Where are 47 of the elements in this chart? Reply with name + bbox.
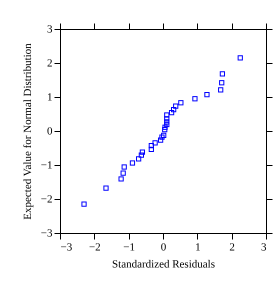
point (162, 127, 168, 132)
point (178, 100, 184, 106)
point (220, 71, 226, 76)
point (238, 55, 243, 61)
point (162, 124, 168, 130)
y-axis-title: Expected Value for Normal Distribution (22, 42, 34, 220)
x-tick-label: −3 (60, 242, 73, 254)
x-tick-label: −1 (123, 242, 136, 254)
point (161, 132, 166, 138)
point (122, 164, 127, 170)
point (130, 160, 136, 166)
y-tick-label: −2 (40, 194, 52, 206)
point (148, 143, 154, 148)
x-tick-label: 1 (195, 242, 201, 254)
point (173, 104, 178, 109)
x-tick-label: 3 (261, 242, 267, 254)
point (138, 152, 144, 158)
point (219, 80, 224, 86)
point (204, 92, 210, 98)
point (164, 116, 170, 122)
x-tick-label: −2 (88, 242, 101, 254)
point (81, 201, 87, 207)
point (164, 119, 170, 124)
point (118, 176, 124, 182)
y-tick-label: 0 (47, 126, 53, 138)
y-tick-label: 2 (47, 58, 52, 70)
point (136, 156, 142, 162)
y-tick-label: 3 (47, 24, 53, 36)
point (159, 134, 165, 140)
point (152, 140, 158, 146)
point (120, 170, 126, 176)
y-tick-label: −3 (40, 228, 53, 240)
point (148, 146, 154, 152)
x-tick-label: 2 (229, 242, 235, 254)
point (164, 122, 170, 128)
point (164, 112, 170, 118)
point (158, 138, 164, 143)
point (192, 96, 198, 102)
point (171, 106, 176, 112)
x-tick-label: 0 (160, 242, 167, 254)
point (168, 110, 174, 116)
y-tick-label: −1 (40, 160, 52, 172)
point (140, 149, 146, 155)
point (218, 87, 224, 92)
x-axis-title: Standardized Residuals (112, 258, 215, 270)
point (103, 186, 109, 191)
y-tick-label: 1 (47, 92, 52, 104)
